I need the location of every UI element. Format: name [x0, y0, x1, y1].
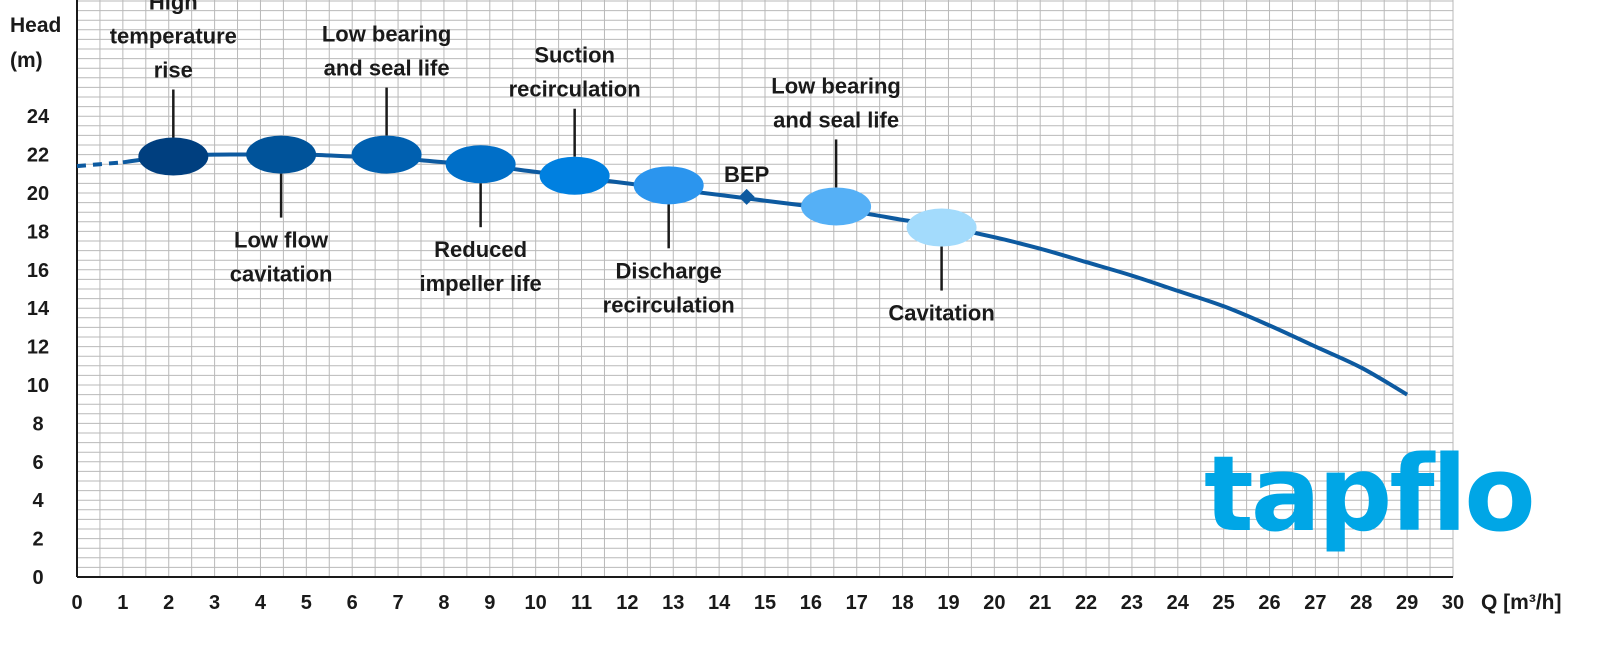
zone-marker-low-bearing-seal-life-right	[801, 187, 872, 226]
y-axis-title-line2: (m)	[10, 49, 43, 72]
registered-mark: ®	[1403, 475, 1417, 491]
y-tick-label: 22	[27, 145, 49, 167]
y-tick-label: 8	[32, 413, 43, 435]
axes: 0 1 2 3 4 5 6 7 8 9 10 11 12 13 14 15 16 17 18 19 20 21 22 23 24…	[27, 0, 1464, 614]
zone-label-low-bearing-seal-life-left: and seal life	[324, 56, 450, 81]
x-tick-label: 28	[1350, 592, 1372, 614]
zone-marker-high-temperature-rise	[138, 137, 209, 176]
y-tick-label: 24	[27, 106, 50, 128]
x-tick-label: 15	[754, 592, 776, 614]
zone-label-high-temperature-rise: rise	[154, 58, 193, 83]
y-tick-label: 0	[32, 567, 43, 589]
x-tick-label: 22	[1075, 592, 1097, 614]
y-tick-label: 4	[32, 490, 44, 512]
y-tick-label: 18	[27, 221, 49, 243]
pump-curve	[122, 152, 1409, 397]
zone-label-discharge-recirculation: recirculation	[603, 292, 735, 317]
zone-label-suction-recirculation: recirculation	[509, 77, 641, 102]
zone-label-reduced-impeller-life: impeller life	[419, 271, 541, 296]
zone-label-low-flow-cavitation: Low flow	[234, 228, 329, 253]
x-tick-label: 18	[891, 592, 913, 614]
x-tick-label: 24	[1167, 592, 1190, 614]
zone-marker-low-flow-cavitation	[246, 135, 317, 174]
x-tick-label: 0	[71, 592, 82, 614]
x-tick-label: 12	[616, 592, 638, 614]
grid	[76, 0, 1454, 578]
annotation-labels: High temperature rise Low flow cavitation Low…	[110, 0, 995, 326]
x-tick-label: 30	[1442, 592, 1464, 614]
x-tick-label: 23	[1121, 592, 1143, 614]
y-tick-label: 20	[27, 183, 49, 205]
x-tick-label: 21	[1029, 592, 1051, 614]
x-tick-label: 29	[1396, 592, 1418, 614]
zone-marker-cavitation	[906, 208, 977, 247]
x-tick-label: 5	[301, 592, 312, 614]
x-tick-label: 14	[708, 592, 731, 614]
x-tick-label: 25	[1213, 592, 1235, 614]
zone-label-reduced-impeller-life: Reduced	[434, 237, 527, 262]
zone-marker-low-bearing-seal-life-left	[351, 135, 422, 174]
zone-label-suction-recirculation: Suction	[534, 43, 615, 68]
zone-label-low-bearing-seal-life-right: and seal life	[773, 107, 899, 132]
zone-label-cavitation: Cavitation	[888, 301, 994, 326]
x-tick-label: 8	[438, 592, 449, 614]
zone-label-low-flow-cavitation: cavitation	[230, 262, 333, 287]
logo-wordmark: tapflo	[1204, 433, 1533, 555]
x-tick-label: 11	[571, 592, 592, 614]
x-tick-label: 10	[525, 592, 547, 614]
x-tick-label: 19	[937, 592, 959, 614]
curve-layer: BEP	[76, 152, 1409, 397]
zone-marker-reduced-impeller-life	[445, 145, 516, 184]
bep-marker	[738, 188, 755, 205]
zone-label-low-bearing-seal-life-left: Low bearing	[322, 22, 452, 47]
y-tick-label: 2	[32, 529, 43, 551]
x-tick-label: 13	[662, 592, 684, 614]
zone-marker-suction-recirculation	[539, 156, 610, 195]
y-axis-title-line1: Head	[10, 14, 61, 37]
y-tick-label: 16	[27, 260, 49, 282]
x-tick-label: 9	[484, 592, 495, 614]
x-axis-title: Q [m³/h]	[1481, 591, 1561, 614]
x-tick-label: 17	[846, 592, 868, 614]
y-tick-label: 14	[27, 298, 50, 320]
zone-label-high-temperature-rise: temperature	[110, 24, 237, 49]
x-tick-label: 2	[163, 592, 174, 614]
x-tick-label: 26	[1258, 592, 1280, 614]
tapflo-logo: tapflo ®	[1204, 433, 1536, 555]
zone-label-low-bearing-seal-life-right: Low bearing	[771, 73, 901, 98]
y-tick-label: 6	[32, 452, 43, 474]
bep-label: BEP	[724, 162, 769, 187]
zone-label-high-temperature-rise: High	[149, 0, 198, 15]
x-tick-label: 1	[117, 592, 128, 614]
x-tick-label: 4	[255, 592, 267, 614]
x-tick-label: 20	[983, 592, 1005, 614]
zone-label-discharge-recirculation: Discharge	[615, 258, 721, 283]
y-tick-label: 10	[27, 375, 49, 397]
zone-marker-discharge-recirculation	[633, 166, 704, 205]
x-tick-label: 7	[393, 592, 404, 614]
zones	[138, 87, 977, 291]
y-tick-label: 12	[27, 337, 49, 359]
x-tick-label: 16	[800, 592, 822, 614]
x-tick-label: 3	[209, 592, 220, 614]
x-tick-label: 6	[347, 592, 358, 614]
x-tick-label: 27	[1304, 592, 1326, 614]
pump-curve-dashed	[76, 160, 124, 169]
